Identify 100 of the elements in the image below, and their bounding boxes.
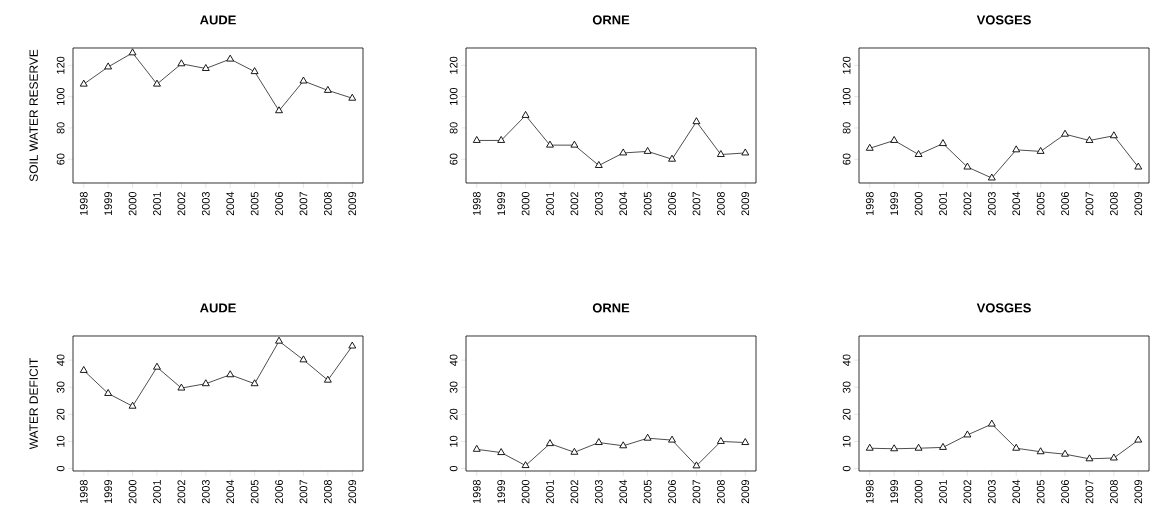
point xyxy=(619,441,628,449)
point xyxy=(865,443,874,451)
point xyxy=(939,442,947,450)
point xyxy=(1036,146,1045,154)
x-tick-label: 2006 xyxy=(668,192,676,216)
point xyxy=(153,362,161,370)
y-tick-label: 30 xyxy=(842,381,851,393)
point xyxy=(472,444,481,452)
x-tick-label: 2002 xyxy=(570,192,579,216)
y-tick-label: 80 xyxy=(842,122,851,134)
x-tick-label: 2007 xyxy=(299,192,308,216)
point xyxy=(1012,145,1021,153)
x-tick-label: 1999 xyxy=(497,192,506,216)
y-axis-title: WATER DEFICIT xyxy=(29,357,38,450)
point xyxy=(1061,449,1069,457)
y-tick-label: 40 xyxy=(449,354,458,366)
point xyxy=(323,85,332,93)
x-tick-label: 2000 xyxy=(521,191,530,216)
point xyxy=(963,162,972,170)
y-tick-label: 20 xyxy=(449,408,458,420)
x-tick-label: 2006 xyxy=(275,192,283,216)
y-tick-label: 60 xyxy=(449,153,458,165)
x-tick-label: 2002 xyxy=(570,480,579,504)
y-tick-label: 40 xyxy=(56,354,65,366)
x-tick-label: 2009 xyxy=(1134,480,1143,504)
y-tick-label: 100 xyxy=(449,87,458,105)
x-tick-label: 2005 xyxy=(643,191,652,216)
x-tick-label: 2000 xyxy=(128,479,137,504)
point xyxy=(546,140,554,148)
x-tick-label: 2005 xyxy=(250,479,259,504)
point xyxy=(594,438,603,445)
point xyxy=(1085,454,1094,462)
y-tick-label: 120 xyxy=(842,56,851,74)
point xyxy=(914,443,923,451)
y-tick-label: 60 xyxy=(842,153,851,165)
y-tick-label: 0 xyxy=(449,465,458,472)
x-tick-label: 2001 xyxy=(939,192,947,216)
point xyxy=(521,110,530,118)
point xyxy=(348,93,357,101)
point xyxy=(104,62,113,70)
point xyxy=(1012,443,1021,451)
y-tick-label: 100 xyxy=(56,87,65,105)
x-tick-label: 1999 xyxy=(890,480,899,504)
x-tick-label: 2003 xyxy=(201,480,210,504)
y-tick-label: 0 xyxy=(56,465,65,472)
point xyxy=(741,438,750,445)
y-tick-label: 120 xyxy=(56,56,65,74)
x-tick-label: 1998 xyxy=(472,480,481,504)
chart-title: ORNE xyxy=(592,303,630,313)
point xyxy=(741,148,750,156)
x-tick-label: 2007 xyxy=(692,192,701,216)
point xyxy=(643,433,652,441)
x-tick-label: 2003 xyxy=(201,192,210,216)
point xyxy=(1134,162,1143,170)
point xyxy=(226,54,235,62)
x-tick-label: 2009 xyxy=(1134,192,1143,216)
x-tick-label: 2004 xyxy=(226,479,235,504)
x-tick-label: 2001 xyxy=(546,192,554,216)
point xyxy=(939,139,947,147)
x-tick-label: 2008 xyxy=(323,192,332,216)
x-tick-label: 2005 xyxy=(1036,191,1045,216)
y-tick-label: 80 xyxy=(56,122,65,134)
point xyxy=(570,140,579,148)
point xyxy=(275,106,283,114)
point xyxy=(177,59,186,67)
x-tick-label: 2004 xyxy=(1012,479,1021,504)
x-tick-label: 2008 xyxy=(716,192,725,216)
point xyxy=(668,154,676,162)
point xyxy=(692,117,701,125)
point xyxy=(987,419,996,427)
x-tick-label: 2008 xyxy=(1109,192,1118,216)
y-tick-label: 20 xyxy=(842,408,851,420)
x-tick-label: 2003 xyxy=(594,480,603,504)
point xyxy=(497,136,506,143)
point xyxy=(1109,453,1118,461)
point xyxy=(521,461,530,469)
x-tick-label: 2004 xyxy=(619,479,628,504)
point xyxy=(1061,129,1069,137)
point xyxy=(128,401,137,409)
x-tick-label: 1998 xyxy=(865,480,874,504)
x-tick-label: 2007 xyxy=(692,480,701,504)
x-tick-label: 2005 xyxy=(1036,479,1045,504)
point xyxy=(201,64,210,71)
x-tick-label: 2007 xyxy=(1085,480,1094,504)
point xyxy=(128,48,137,56)
chart-title: ORNE xyxy=(592,15,630,25)
y-tick-label: 10 xyxy=(449,435,458,447)
point xyxy=(348,341,357,349)
x-tick-label: 1998 xyxy=(79,480,88,504)
point xyxy=(865,143,874,151)
y-tick-label: 10 xyxy=(842,435,851,447)
x-tick-label: 2001 xyxy=(939,480,947,504)
x-tick-label: 2003 xyxy=(987,480,996,504)
point xyxy=(201,379,210,387)
point xyxy=(79,365,88,373)
point xyxy=(668,435,676,443)
x-tick-label: 2000 xyxy=(521,479,530,504)
x-tick-label: 1999 xyxy=(497,480,506,504)
y-tick-label: 20 xyxy=(56,408,65,420)
x-tick-label: 2008 xyxy=(716,480,725,504)
